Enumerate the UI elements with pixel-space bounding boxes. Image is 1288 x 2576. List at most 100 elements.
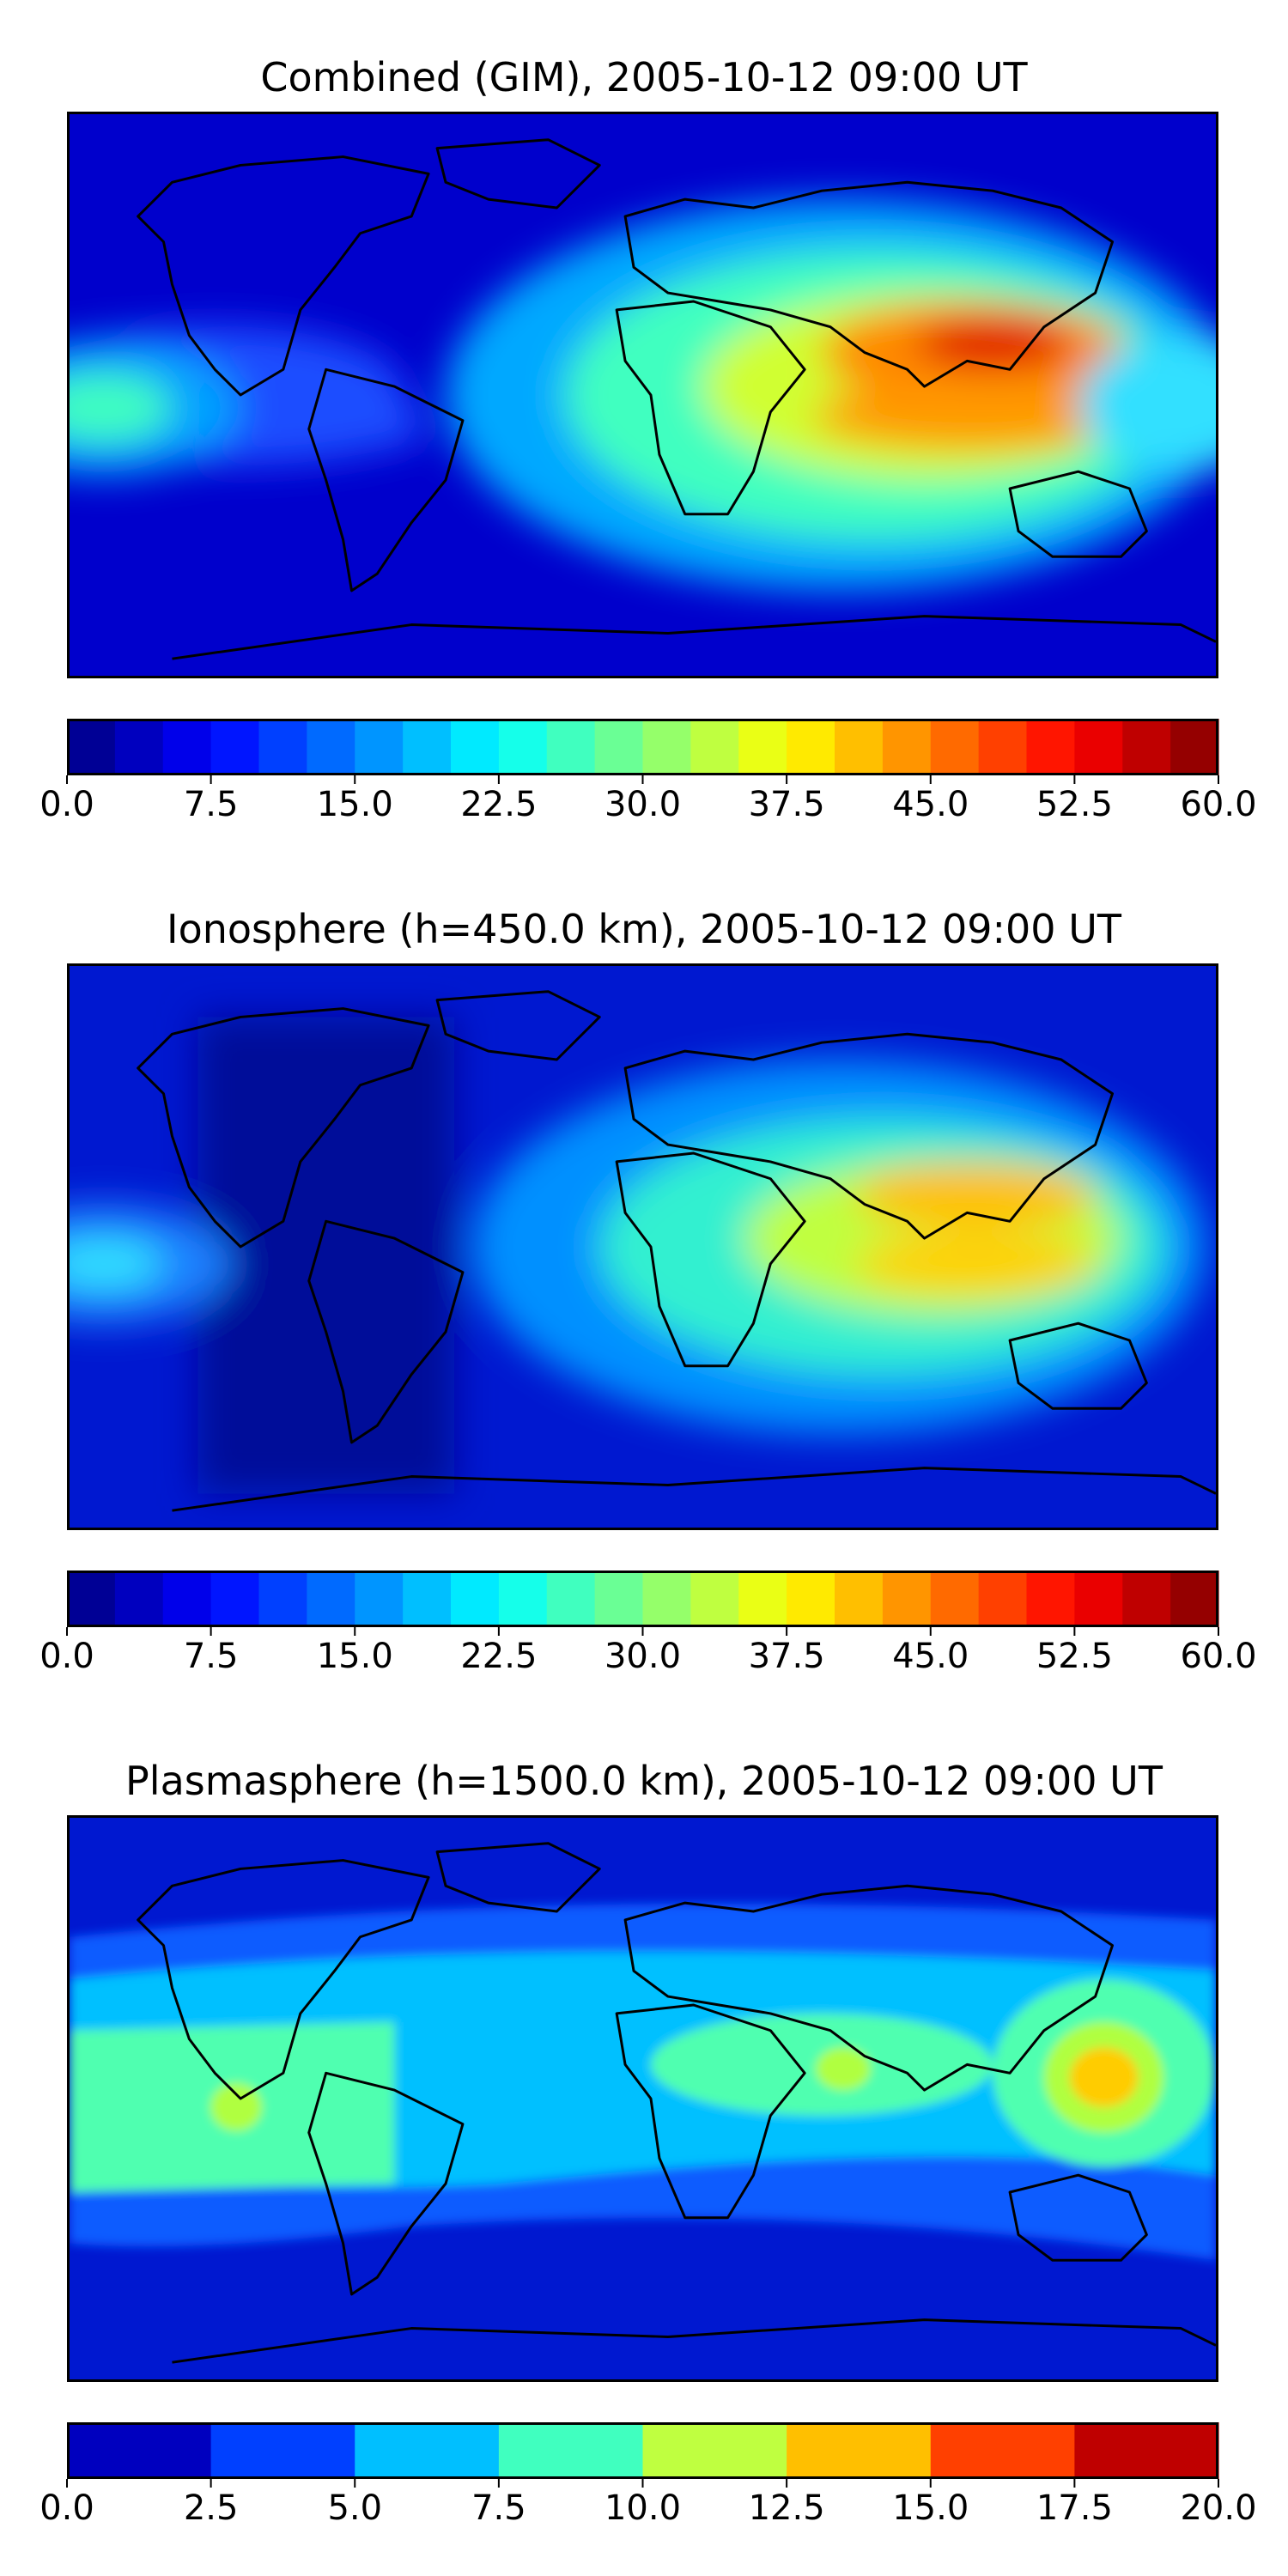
coast-antarctica — [172, 1467, 1216, 1512]
colorbar-level — [355, 719, 404, 775]
coast-africa — [615, 300, 806, 516]
colorbar-level — [882, 1571, 932, 1627]
coast-south-america — [307, 1219, 465, 1444]
coast-australia — [1008, 470, 1148, 558]
coastlines — [137, 990, 1216, 1512]
coastlines — [137, 1842, 1216, 2364]
colorbar-level — [1170, 719, 1219, 775]
coast-eurasia — [623, 1032, 1115, 1240]
colorbar-level — [307, 1571, 355, 1627]
map-ionosphere — [67, 963, 1218, 1530]
coastlines — [137, 138, 1216, 660]
colorbar-tick-label: 12.5 — [748, 2488, 825, 2528]
colorbar-level — [258, 1571, 307, 1627]
colorbar-svg-combined — [66, 719, 1219, 784]
colorbar-level — [787, 719, 835, 775]
coast-north-america — [137, 1859, 430, 2100]
colorbar-level — [594, 1571, 644, 1627]
colorbar-level — [451, 719, 500, 775]
colorbar-tick-label: 15.0 — [892, 2488, 969, 2528]
coast-greenland — [435, 1842, 601, 1913]
colorbar-border — [67, 2422, 1218, 2479]
field-blob-dateline — [1078, 335, 1216, 472]
colorbar-level — [114, 719, 164, 775]
colorbar-tick-label: 22.5 — [460, 1637, 538, 1676]
colorbar-svg-ionosphere — [66, 1571, 1219, 1636]
colorbar-level — [498, 1571, 548, 1627]
map-combined — [67, 112, 1218, 678]
colorbar-level — [546, 1571, 596, 1627]
colorbar-level — [787, 2422, 932, 2479]
colorbar-level — [210, 719, 260, 775]
map-plasmasphere — [67, 1815, 1218, 2382]
colorbar-level — [210, 2422, 355, 2479]
colorbar-level — [546, 719, 596, 775]
colorbar-level — [787, 1571, 835, 1627]
colorbar-level — [978, 1571, 1028, 1627]
colorbar-level — [210, 1571, 260, 1627]
colorbar-level — [690, 719, 739, 775]
colorbar-level — [162, 1571, 212, 1627]
coast-eurasia — [623, 180, 1115, 388]
colorbar-tick-label: 7.5 — [183, 785, 239, 824]
colorbar-tick-label: 10.0 — [604, 2488, 682, 2528]
coast-australia — [1008, 2173, 1148, 2262]
colorbar-tick-label: 0.0 — [39, 2488, 94, 2528]
colorbar-level — [403, 719, 452, 775]
colorbar-tick-label: 15.0 — [316, 785, 393, 824]
field-peak-africa — [816, 2047, 871, 2091]
field-peak-south — [813, 382, 1139, 451]
panel-title-plasmasphere: Plasmasphere (h=1500.0 km), 2005-10-12 0… — [125, 1758, 1163, 1804]
colorbar-tick-label: 37.5 — [748, 785, 825, 824]
colorbar-level — [355, 1571, 404, 1627]
colorbar-tick-label: 20.0 — [1180, 2488, 1257, 2528]
colorbar-tick-label: 45.0 — [892, 785, 969, 824]
colorbar-tick-label: 52.5 — [1036, 785, 1113, 824]
colorbar-ticks-plasmasphere: 0.0 2.5 5.0 7.5 10.0 12.5 15.0 17.5 20.0 — [39, 2488, 1256, 2530]
map-svg-plasmasphere — [70, 1818, 1216, 2379]
coast-africa — [615, 1151, 806, 1368]
colorbar-tick-label: 0.0 — [39, 785, 94, 824]
colorbar-ticks-ionosphere: 0.0 7.5 15.0 22.5 30.0 37.5 45.0 52.5 60.0 — [39, 1636, 1256, 1679]
colorbar-tick-label: 7.5 — [183, 1637, 239, 1676]
colorbar-level — [307, 719, 355, 775]
colorbar-level — [498, 2422, 644, 2479]
panel-title-ionosphere: Ionosphere (h=450.0 km), 2005-10-12 09:0… — [167, 906, 1121, 952]
field-peak-north — [855, 1161, 1096, 1230]
coast-greenland — [435, 990, 601, 1061]
colorbar-level — [690, 1571, 739, 1627]
coast-south-america — [307, 368, 465, 592]
colorbar-level — [258, 719, 307, 775]
colorbar-tick-label: 52.5 — [1036, 1637, 1113, 1676]
colorbar-tick-label: 2.5 — [183, 2488, 239, 2528]
colorbar-tick-label: 7.5 — [471, 2488, 526, 2528]
colorbar-tick-label: 45.0 — [892, 1637, 969, 1676]
field-max — [915, 318, 1070, 370]
colorbar-level — [355, 2422, 500, 2479]
colorbar-level — [451, 1571, 500, 1627]
colorbar-level — [1074, 1571, 1123, 1627]
colorbar-level — [835, 1571, 884, 1627]
field-peak-south — [855, 1234, 1096, 1294]
colorbar-level — [738, 1571, 787, 1627]
colorbar-level — [930, 2422, 1075, 2479]
colorbar-level — [1122, 1571, 1171, 1627]
coast-north-america — [137, 1007, 430, 1249]
colorbar-level — [642, 719, 691, 775]
panel-title-combined: Combined (GIM), 2005-10-12 09:00 UT — [260, 54, 1028, 100]
field-low-americas — [197, 1017, 454, 1494]
coast-antarctica — [172, 615, 1216, 660]
colorbar-level — [882, 719, 932, 775]
colorbar-level — [498, 719, 548, 775]
colorbar-tick-label: 22.5 — [460, 785, 538, 824]
field-blob-pacific-core — [70, 374, 173, 442]
map-svg-combined — [70, 114, 1216, 676]
colorbar-level — [114, 1571, 164, 1627]
field-blob-pacific-core — [70, 1238, 164, 1290]
field-peak-pacific-west — [1069, 2047, 1139, 2107]
colorbar-level — [1074, 2422, 1219, 2479]
colorbar-plasmasphere: 0.0 2.5 5.0 7.5 10.0 12.5 15.0 17.5 20.0 — [39, 2422, 1257, 2528]
colorbar-level — [642, 2422, 787, 2479]
colorbar-level — [1026, 719, 1075, 775]
colorbar-tick-label: 30.0 — [604, 1637, 682, 1676]
